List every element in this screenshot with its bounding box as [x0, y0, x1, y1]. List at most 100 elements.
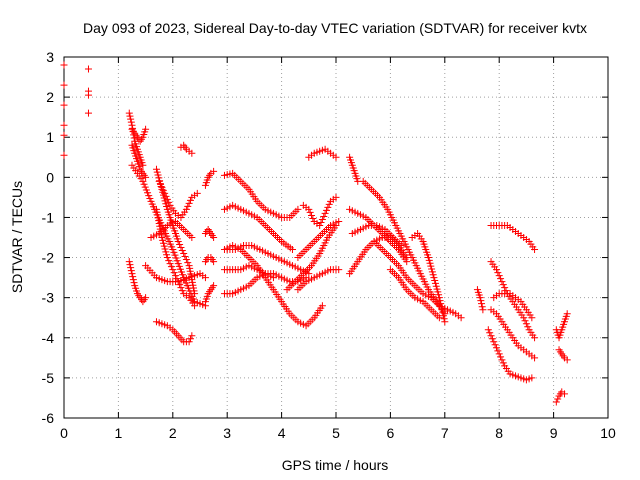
- chart-title: Day 093 of 2023, Sidereal Day-to-day VTE…: [83, 20, 587, 36]
- data-point: [177, 244, 185, 252]
- data-point: [494, 269, 502, 277]
- series-arc-10: [177, 141, 196, 157]
- data-point: [60, 81, 68, 89]
- series-arc-13: [201, 254, 218, 266]
- series-arc-23: [299, 193, 340, 229]
- data-point: [163, 251, 171, 259]
- data-point: [479, 306, 487, 314]
- data-point: [191, 290, 199, 298]
- data-point: [127, 115, 135, 123]
- data-point: [161, 245, 169, 253]
- data-point: [126, 261, 134, 269]
- data-point: [478, 303, 486, 311]
- data-point: [491, 341, 499, 349]
- data-point: [332, 193, 340, 201]
- x-tick-label: 5: [332, 425, 340, 441]
- x-axis-label: GPS time / hours: [282, 457, 389, 473]
- data-point: [186, 335, 194, 343]
- data-point: [210, 234, 218, 241]
- data-point: [430, 274, 438, 282]
- data-point: [490, 338, 498, 346]
- data-point: [308, 211, 316, 219]
- data-point: [169, 266, 177, 274]
- data-point: [428, 265, 436, 273]
- data-point: [152, 165, 160, 173]
- series-arc-7: [155, 177, 201, 221]
- data-point: [163, 203, 171, 211]
- series-arc-39: [484, 326, 536, 384]
- x-tick-label: 7: [441, 425, 449, 441]
- data-point: [437, 300, 445, 308]
- data-point: [178, 287, 186, 295]
- data-point: [186, 196, 194, 204]
- data-point: [457, 314, 465, 322]
- series-arc-31: [370, 238, 465, 322]
- data-point: [426, 259, 434, 267]
- data-point: [142, 186, 150, 194]
- series-arc-8: [152, 318, 196, 346]
- data-point: [128, 270, 136, 278]
- data-point: [181, 253, 189, 261]
- data-point: [498, 356, 506, 364]
- series-arc-24: [305, 145, 340, 161]
- data-point: [176, 241, 184, 249]
- y-tick-label: -5: [42, 370, 55, 386]
- data-point: [159, 236, 167, 244]
- series-arc-27: [346, 205, 411, 266]
- data-point: [436, 297, 444, 305]
- series-arc-18: [220, 262, 277, 282]
- data-point: [492, 344, 500, 352]
- data-point: [488, 335, 496, 343]
- data-point: [499, 359, 507, 367]
- data-point: [497, 353, 505, 361]
- x-tick-label: 9: [550, 425, 558, 441]
- data-point: [210, 258, 218, 266]
- data-point: [554, 395, 562, 403]
- data-point: [497, 275, 505, 283]
- data-point: [432, 282, 440, 290]
- data-point: [60, 131, 68, 139]
- x-tick-label: 2: [169, 425, 177, 441]
- data-point: [173, 275, 181, 283]
- data-point: [528, 374, 536, 382]
- data-point: [495, 272, 503, 280]
- data-point: [476, 294, 484, 302]
- data-point: [159, 186, 167, 194]
- data-point: [429, 271, 437, 279]
- data-point: [60, 151, 68, 159]
- data-point: [166, 260, 174, 268]
- data-point: [146, 195, 154, 203]
- series-arc-17: [220, 242, 326, 330]
- data-point: [125, 258, 133, 266]
- data-point: [316, 221, 324, 229]
- data-point: [176, 281, 184, 289]
- data-point: [141, 183, 149, 191]
- data-point: [130, 279, 138, 287]
- y-tick-label: -2: [42, 250, 55, 266]
- series-arc-25: [294, 266, 343, 294]
- data-point: [127, 264, 135, 272]
- data-point: [335, 217, 343, 225]
- data-points: [60, 61, 571, 406]
- series-arc-22: [294, 217, 343, 262]
- data-point: [162, 192, 170, 200]
- data-point: [191, 302, 199, 310]
- data-point: [160, 242, 168, 250]
- data-point: [170, 269, 178, 277]
- data-point: [129, 273, 137, 281]
- data-point: [427, 262, 435, 270]
- series-arc-0b: [84, 65, 92, 117]
- data-point: [478, 300, 486, 308]
- data-point: [126, 112, 134, 120]
- x-tick-label: 8: [495, 425, 503, 441]
- y-tick-label: -4: [42, 330, 55, 346]
- data-point: [127, 267, 135, 275]
- data-point: [159, 239, 167, 247]
- series-arc-42: [552, 388, 568, 406]
- data-point: [495, 350, 503, 358]
- y-axis-label: SDTVAR / TECUs: [9, 181, 25, 293]
- x-tick-label: 6: [387, 425, 395, 441]
- data-point: [162, 248, 170, 256]
